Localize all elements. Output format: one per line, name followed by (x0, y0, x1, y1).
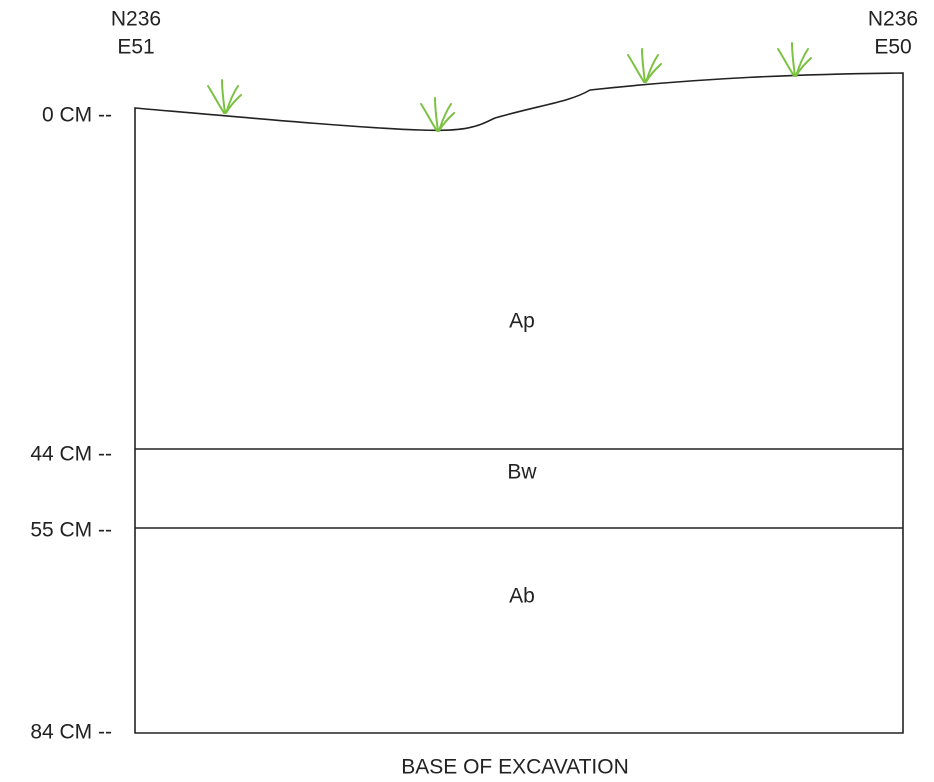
corner-label: N236 (868, 8, 918, 31)
grass (208, 43, 811, 131)
depth-label: 0 CM -- (42, 104, 112, 127)
corner-label: N236 (111, 8, 161, 31)
depth-label: 44 CM -- (30, 443, 112, 466)
footer-label: BASE OF EXCAVATION (401, 756, 629, 779)
soil-profile: N236 E51 N236 E50 0 CM -- 44 CM -- 55 CM… (0, 0, 934, 782)
corner-label: E51 (117, 36, 154, 59)
depth-label: 55 CM -- (30, 519, 112, 542)
profile-outline (135, 73, 903, 733)
horizon-label: Ap (509, 310, 535, 333)
corner-label: E50 (874, 36, 911, 59)
horizon-label: Ab (509, 585, 535, 608)
horizon-label: Bw (507, 461, 537, 484)
depth-label: 84 CM -- (30, 721, 112, 744)
